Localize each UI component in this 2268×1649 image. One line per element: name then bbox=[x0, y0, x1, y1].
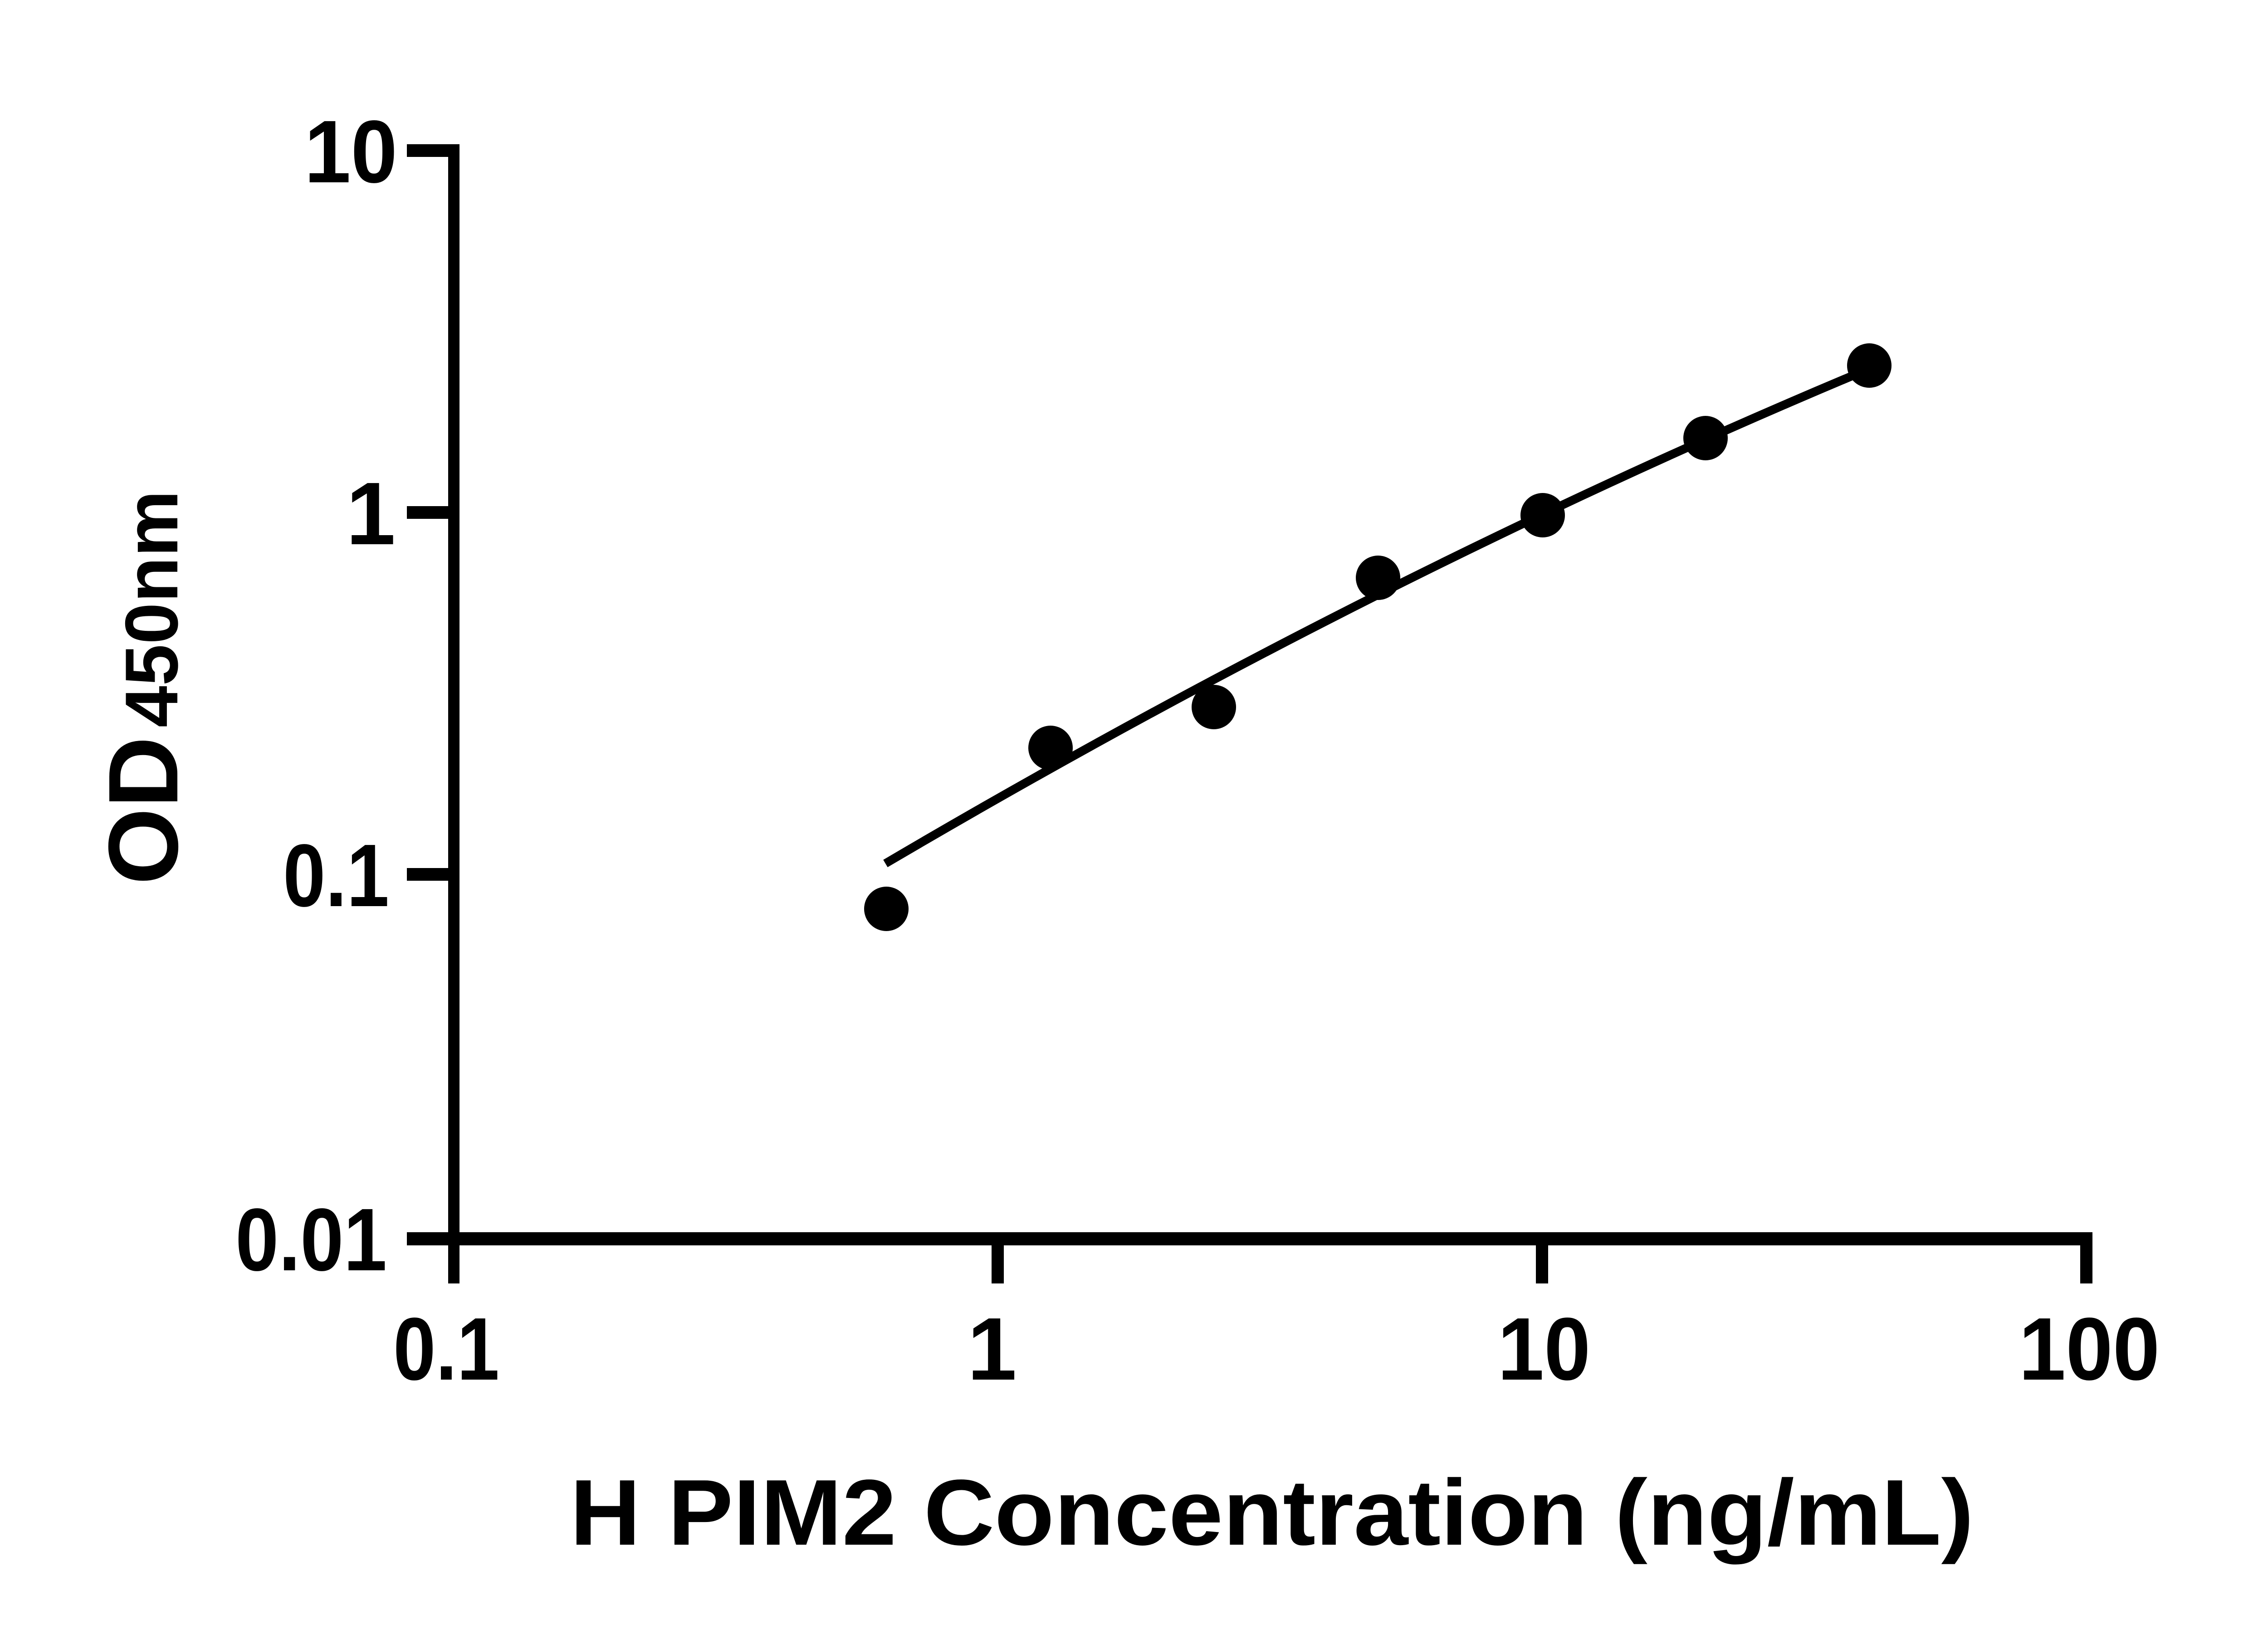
svg-text:0.1: 0.1 bbox=[283, 826, 389, 925]
svg-text:0.1: 0.1 bbox=[393, 1299, 499, 1399]
svg-text:1: 1 bbox=[967, 1299, 1017, 1399]
svg-text:OD450nm: OD450nm bbox=[88, 490, 199, 885]
svg-text:10: 10 bbox=[1498, 1299, 1591, 1399]
svg-text:H PIM2 Concentration (ng/mL): H PIM2 Concentration (ng/mL) bbox=[570, 1460, 1974, 1565]
svg-text:100: 100 bbox=[2019, 1299, 2160, 1399]
svg-text:0.01: 0.01 bbox=[235, 1190, 387, 1289]
svg-text:1: 1 bbox=[346, 464, 396, 563]
svg-text:10: 10 bbox=[304, 102, 397, 201]
